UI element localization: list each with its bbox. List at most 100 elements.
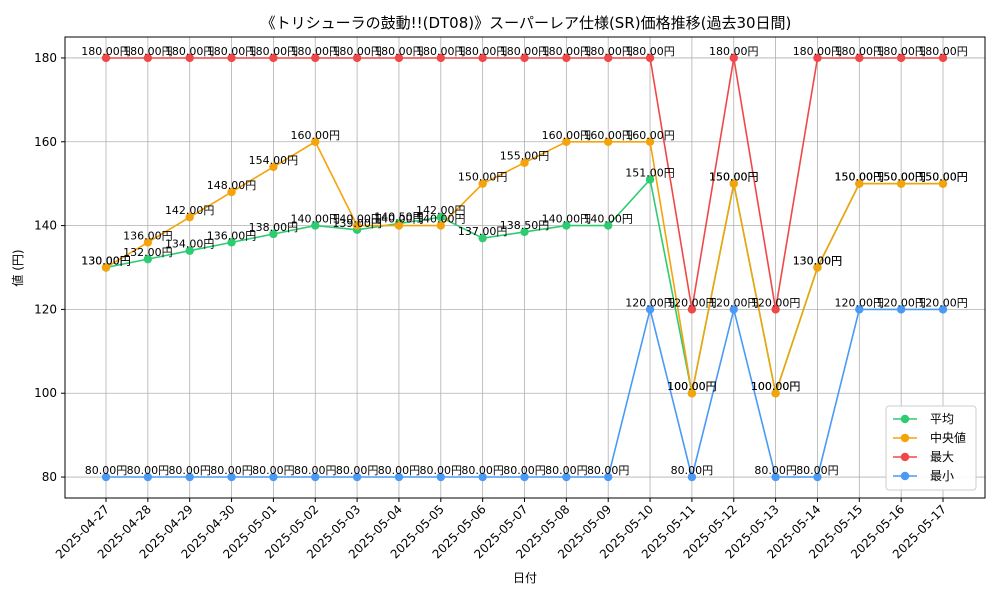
data-label: 120.00円 [876,296,926,309]
data-label: 130.00円 [81,255,131,268]
data-point [604,221,613,230]
data-point [938,179,948,188]
data-point [813,472,822,482]
data-label: 180.00円 [500,45,550,58]
data-labels-layer: 130.00円132.00円134.00円136.00円138.00円140.0… [81,45,968,477]
data-label: 142.00円 [416,204,466,217]
data-label: 100.00円 [667,380,717,393]
data-point [645,137,655,146]
data-point [101,263,111,272]
data-label: 150.00円 [918,171,968,184]
data-point [185,246,194,255]
data-label: 180.00円 [81,45,131,58]
data-label: 180.00円 [918,45,968,58]
y-tick-label: 180 [34,51,57,65]
data-point [185,472,194,482]
data-point [562,53,571,63]
legend-label: 平均 [930,412,954,426]
data-label: 180.00円 [374,45,424,58]
data-point [436,221,445,230]
data-point [687,305,697,314]
data-label: 180.00円 [458,45,508,58]
data-label: 180.00円 [416,45,466,58]
data-label: 80.00円 [252,464,295,477]
data-label: 180.00円 [291,45,341,58]
legend-label: 中央値 [930,430,966,445]
data-label: 80.00円 [85,464,128,477]
data-point [604,472,613,482]
data-label: 180.00円 [835,45,885,58]
data-label: 80.00円 [336,464,379,477]
data-point [896,305,906,314]
data-label: 80.00円 [127,464,170,477]
data-point [855,179,864,188]
data-point [687,389,697,398]
data-label: 140.00円 [583,213,633,226]
data-point [896,179,906,188]
data-point [520,53,529,63]
data-label: 120.00円 [835,296,885,309]
data-label: 136.00円 [207,229,257,242]
data-label: 134.00円 [165,238,215,251]
data-label: 150.00円 [876,171,926,184]
data-label: 140.00円 [374,213,424,226]
y-axis: 80 100 120 140 160 180 [34,51,65,484]
legend-swatch-marker [900,433,910,443]
data-label: 142.00円 [165,204,215,217]
data-point [562,137,571,146]
data-label: 154.00円 [249,154,299,167]
data-point [143,238,153,247]
data-point [687,472,697,482]
data-point [604,53,613,63]
data-label: 80.00円 [587,464,630,477]
data-point [436,213,445,222]
data-point [478,233,487,243]
data-point [645,305,655,314]
data-point [227,238,236,247]
data-label: 80.00円 [671,464,714,477]
data-point [143,472,153,482]
data-label: 180.00円 [249,45,299,58]
data-point [101,53,111,63]
y-tick-label: 80 [42,470,57,484]
data-point [478,53,487,63]
data-point [520,472,529,482]
data-point [729,179,738,188]
data-label: 140.00円 [542,213,592,226]
data-label: 180.00円 [542,45,592,58]
data-point [143,53,153,63]
data-label: 150.00円 [709,171,759,184]
data-point [394,53,404,63]
data-point [269,229,278,239]
data-label: 138.00円 [249,221,299,234]
data-label: 180.00円 [876,45,926,58]
data-label: 180.00円 [583,45,633,58]
data-point [813,263,822,272]
y-tick-label: 120 [34,302,57,316]
data-label: 100.00円 [751,380,801,393]
data-label: 139.00円 [332,217,382,230]
data-label: 150.00円 [835,171,885,184]
data-point [729,53,738,63]
data-point [604,137,613,146]
data-label: 150.00円 [918,171,968,184]
data-label: 130.00円 [81,255,131,268]
data-label: 160.00円 [542,129,592,142]
data-label: 80.00円 [754,464,797,477]
data-label: 151.00円 [625,166,675,179]
data-label: 80.00円 [461,464,504,477]
data-label: 100.00円 [751,380,801,393]
data-label: 140.00円 [332,213,382,226]
data-point [269,162,278,172]
data-point [520,158,529,167]
legend-swatch-marker [900,452,910,462]
data-label: 155.00円 [500,150,550,163]
chart-title: 《トリシューラの鼓動!!(DT08)》スーパーレア仕様(SR)価格推移(過去30… [261,14,792,32]
legend-label: 最小 [930,469,954,483]
data-point [855,305,864,314]
data-label: 80.00円 [378,464,421,477]
data-point [436,53,445,63]
data-point [394,221,404,230]
data-point [771,389,780,398]
